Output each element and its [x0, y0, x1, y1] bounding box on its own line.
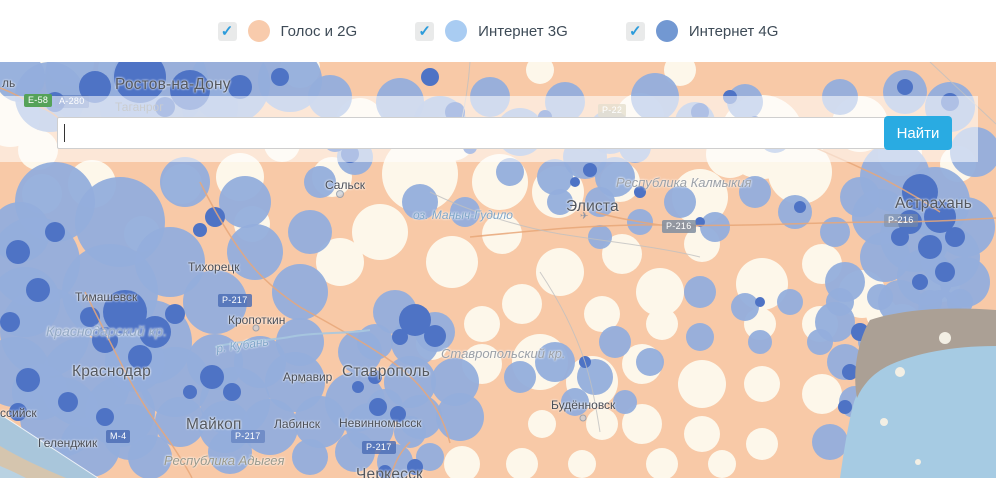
water-label: оз. Маныч-Гудило: [413, 208, 513, 222]
city-label: Невинномысск: [339, 416, 422, 430]
city-label: Кропоткин: [228, 313, 286, 327]
legend-label-2g: Голос и 2G: [280, 22, 358, 40]
city-label: Ставрополь: [342, 363, 431, 380]
region-label: Ставропольский кр.: [441, 346, 566, 361]
city-label: Краснодар: [72, 363, 151, 380]
road-badge: Р-217: [218, 294, 252, 308]
coverage-2g-color-icon: [247, 20, 270, 42]
road-badge: E-58: [24, 94, 53, 108]
airport-icon: ✈: [580, 211, 589, 222]
region-label: Республика Адыгея: [164, 453, 285, 468]
search-button[interactable]: Найти: [884, 116, 952, 150]
city-label: ль: [2, 76, 16, 90]
city-label: Геленджик: [38, 436, 98, 450]
legend-item-2g: ✓ Голос и 2G: [217, 20, 358, 42]
legend-label-3g: Интернет 3G: [478, 22, 568, 40]
road-badge: Р-217: [231, 430, 265, 444]
legend-item-4g: ✓ Интернет 4G: [625, 20, 779, 42]
text-caret: [64, 124, 65, 142]
region-label: Республика Калмыкия: [616, 175, 752, 190]
check-icon: ✓: [220, 22, 234, 40]
check-icon: ✓: [629, 22, 642, 40]
city-label: Будённовск: [551, 398, 616, 412]
city-label: Армавир: [283, 370, 333, 384]
city-label: Тимашевск: [75, 290, 138, 304]
checkbox-2g[interactable]: ✓: [217, 21, 237, 41]
city-label: Ростов-на-Дону: [115, 76, 231, 93]
coverage-3g-color-icon: [445, 20, 468, 42]
check-icon: ✓: [418, 22, 431, 40]
search-input[interactable]: [57, 117, 894, 149]
city-label: Черкесск: [356, 466, 424, 478]
legend-label-4g: Интернет 4G: [688, 22, 779, 40]
city-label: Астрахань: [895, 195, 973, 212]
city-label: Сальск: [325, 178, 365, 192]
city-label: Лабинск: [274, 417, 321, 431]
road-badge: М-4: [106, 430, 131, 444]
coverage-map[interactable]: Ростов-на-Дону Таганрог Сальск Элиста Ас…: [0, 62, 996, 478]
city-label: Тихорецк: [188, 260, 240, 274]
road-badge: Р-216: [884, 214, 918, 228]
city-label: Элиста: [566, 198, 619, 215]
city-label: ссийск: [0, 406, 37, 420]
checkbox-3g[interactable]: ✓: [415, 21, 435, 41]
legend-item-3g: ✓ Интернет 3G: [415, 20, 568, 42]
region-label: Краснодарский кр.: [46, 323, 167, 339]
legend-bar: ✓ Голос и 2G ✓ Интернет 3G ✓ Интернет 4G: [0, 0, 996, 62]
road-badge: Р-216: [662, 220, 696, 234]
coverage-4g-color-icon: [655, 20, 678, 42]
road-badge: Р-217: [362, 441, 396, 455]
city-label: Майкоп: [186, 416, 242, 433]
checkbox-4g[interactable]: ✓: [625, 21, 645, 41]
